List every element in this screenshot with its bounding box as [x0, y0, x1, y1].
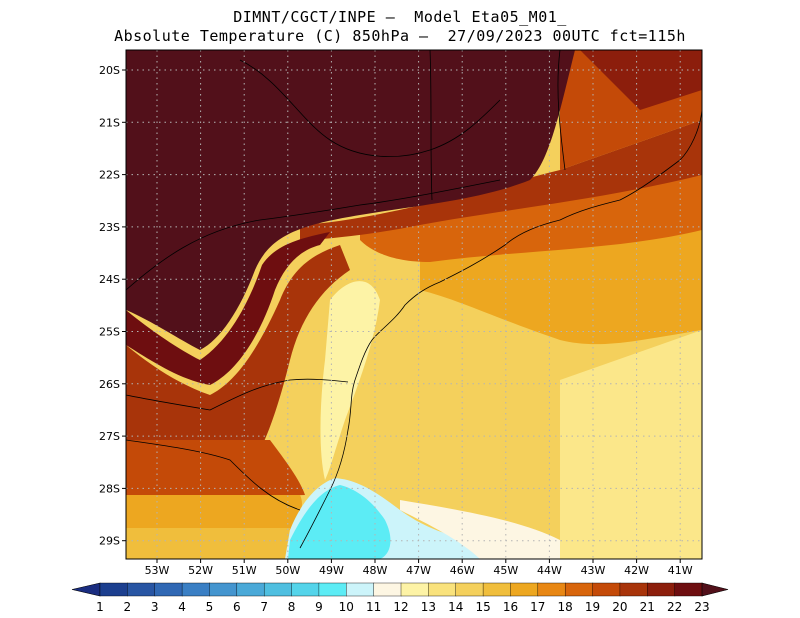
lon-tick-label: 41W: [668, 564, 693, 577]
colorbar-label: 17: [530, 600, 545, 614]
coastline: [299, 109, 702, 549]
colorbar-swatch: [209, 582, 238, 597]
field-red-coast: [300, 120, 702, 240]
lat-tick-label: 22S: [99, 169, 120, 182]
colorbar-swatch: [346, 582, 375, 597]
colorbar-label: 6: [233, 600, 241, 614]
lon-tick-label: 42W: [624, 564, 649, 577]
field-gold-south: [126, 528, 290, 559]
colorbar-label: 22: [667, 600, 682, 614]
colorbar-swatch: [510, 582, 539, 597]
field-maroon-interior: [126, 50, 575, 350]
colorbar-swatch: [592, 582, 621, 597]
colorbar-label: 10: [339, 600, 354, 614]
lon-tick-label: 46W: [450, 564, 475, 577]
colorbar-swatch: [564, 582, 594, 597]
lon-tick-label: 52W: [188, 564, 213, 577]
field-orange-southwest: [126, 440, 305, 500]
colorbar-label: 11: [366, 600, 381, 614]
state-border-5: [429, 50, 433, 201]
field-maroon-fringe: [126, 232, 330, 385]
colorbar-label: 18: [558, 600, 573, 614]
colorbar-label: 1: [96, 600, 104, 614]
lon-tick-label: 50W: [275, 564, 300, 577]
lon-tick-label: 43W: [581, 564, 606, 577]
lat-tick-label: 28S: [99, 482, 120, 495]
colorbar-label: 23: [694, 600, 709, 614]
colorbar-swatch: [373, 582, 402, 597]
lat-tick-label: 26S: [99, 378, 120, 391]
colorbar-swatch: [99, 582, 128, 597]
coastlines: [126, 50, 702, 549]
colorbar-swatch: [619, 582, 648, 597]
colorbar-swatch: [127, 582, 156, 597]
lat-tick-label: 23S: [99, 221, 120, 234]
colorbar-swatch: [154, 582, 183, 597]
state-border-6: [557, 50, 566, 171]
graticule: [126, 50, 702, 559]
field-red-southwest: [126, 245, 350, 455]
colorbar: 1 2 3 4 5 6 7 8 9 10 11 12 13 14 15 16 17 18 19 20 21 22 23: [71, 582, 729, 614]
lon-tick-label: 45W: [493, 564, 518, 577]
lon-tick-label: 51W: [232, 564, 257, 577]
colorbar-label: 5: [206, 600, 214, 614]
state-border-2: [126, 439, 301, 511]
colorbar-swatch: [400, 582, 429, 597]
colorbar-label: 19: [585, 600, 600, 614]
latitude-axis: 20S 21S 22S 23S 24S 25S 26S 27S 28S 29S: [99, 64, 126, 548]
colorbar-label: 9: [315, 600, 323, 614]
colorbar-label: 12: [393, 600, 408, 614]
colorbar-label: 16: [503, 600, 518, 614]
colorbar-label: 7: [260, 600, 268, 614]
colorbar-label: 20: [612, 600, 627, 614]
chart-title-line-2: Absolute Temperature (C) 850hPa — 27/09/…: [114, 27, 686, 45]
lon-tick-label: 53W: [145, 564, 170, 577]
colorbar-swatch: [181, 582, 211, 597]
colorbar-swatch: [674, 582, 703, 597]
state-border-3: [126, 179, 501, 291]
lon-tick-label: 44W: [537, 564, 562, 577]
colorbar-swatch: [455, 582, 484, 597]
colorbar-label: 2: [124, 600, 132, 614]
colorbar-swatch: [263, 582, 293, 597]
lon-tick-label: 49W: [319, 564, 344, 577]
colorbar-label: 3: [151, 600, 159, 614]
colorbar-under-arrow: [71, 582, 101, 597]
chart-title-line-1: DIMNT/CGCT/INPE — Model Eta05_M01_: [233, 8, 567, 26]
lat-tick-label: 25S: [99, 326, 120, 339]
lon-tick-label: 48W: [363, 564, 388, 577]
lat-tick-label: 20S: [99, 64, 120, 77]
colorbar-swatch: [537, 582, 566, 597]
lat-tick-label: 24S: [99, 273, 120, 286]
colorbar-label: 15: [475, 600, 490, 614]
field-cream-south: [400, 500, 560, 559]
colorbar-label: 4: [178, 600, 186, 614]
lat-tick-label: 21S: [99, 116, 120, 129]
longitude-axis: 53W 52W 51W 50W 49W 48W 47W 46W 45W 44W 43W 42W 41W: [145, 559, 693, 577]
temperature-field: [126, 50, 702, 559]
colorbar-swatch: [318, 582, 347, 597]
field-orange-south: [126, 495, 302, 530]
colorbar-swatch: [428, 582, 457, 597]
lat-tick-label: 29S: [99, 535, 120, 548]
field-darkred-northeast: [580, 50, 702, 110]
colorbar-swatch: [647, 582, 676, 597]
colorbar-label: 14: [448, 600, 463, 614]
colorbar-label: 13: [421, 600, 436, 614]
colorbar-label: 8: [288, 600, 296, 614]
map-frame: [125, 49, 703, 560]
colorbar-over-arrow: [701, 582, 729, 597]
state-border-1: [126, 378, 349, 411]
field-pale-tongue: [320, 281, 380, 480]
state-border-4: [239, 59, 501, 157]
colorbar-label: 21: [640, 600, 655, 614]
lon-tick-label: 47W: [406, 564, 431, 577]
colorbar-swatch: [482, 582, 512, 597]
lat-tick-label: 27S: [99, 430, 120, 443]
colorbar-swatch: [291, 582, 320, 597]
colorbar-swatch: [236, 582, 265, 597]
field-yellow-east: [560, 330, 702, 559]
